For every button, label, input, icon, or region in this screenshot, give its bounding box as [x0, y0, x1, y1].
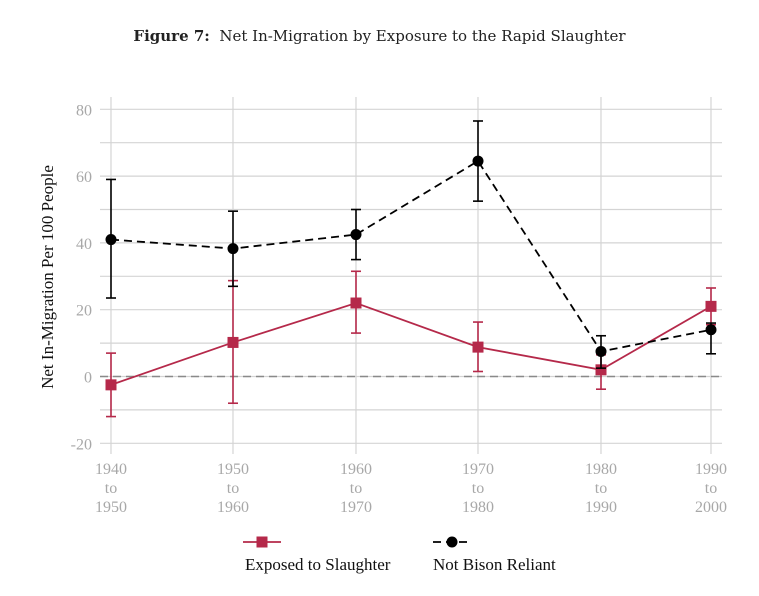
- series-line: [110, 159, 712, 353]
- y-tick-label: 20: [76, 303, 92, 320]
- legend-item: Exposed to Slaughter: [243, 536, 391, 574]
- data-point-square: [595, 364, 607, 376]
- legend-label: Exposed to Slaughter: [245, 555, 391, 574]
- x-tick-label: 1950 to 1960: [217, 461, 249, 516]
- x-tick-label-line: to: [350, 480, 362, 497]
- x-tick-label-line: to: [105, 480, 117, 497]
- data-point-square: [350, 297, 362, 309]
- x-tick-label-line: 1970: [462, 461, 494, 478]
- figure-title: Figure 7: Net In-Migration by Exposure t…: [0, 27, 759, 45]
- grid: [100, 97, 722, 454]
- legend: Exposed to Slaughter Not Bison Reliant: [243, 536, 556, 574]
- x-tick-label: 1960 to 1970: [340, 461, 372, 516]
- legend-item: Not Bison Reliant: [433, 536, 556, 574]
- y-tick-label: 0: [84, 370, 92, 387]
- data-point-circle: [227, 243, 239, 255]
- data-point-circle: [350, 229, 362, 241]
- x-tick-label-line: 1970: [340, 499, 372, 516]
- x-tick-label-line: to: [227, 480, 239, 497]
- x-tick-label-line: 1980: [585, 461, 617, 478]
- x-tick-label-line: to: [472, 480, 484, 497]
- x-tick-label-line: 1990: [695, 461, 727, 478]
- legend-key-square: [256, 536, 268, 548]
- y-tick-label: 80: [76, 102, 92, 119]
- figure-caption: Net In-Migration by Exposure to the Rapi…: [219, 27, 626, 45]
- series-line: [110, 302, 712, 386]
- x-tick-label-line: to: [595, 480, 607, 497]
- x-tick-label-line: 1980: [462, 499, 494, 516]
- x-tick-label-line: 1990: [585, 499, 617, 516]
- data-point-square: [472, 341, 484, 353]
- data-point-circle: [105, 234, 117, 246]
- x-tick-label: 1940 to 1950: [95, 461, 127, 516]
- data-point-square: [227, 336, 239, 348]
- y-tick-label: 60: [76, 169, 92, 186]
- series-exposed-to-slaughter: [105, 270, 717, 418]
- x-tick-label-line: 1950: [217, 461, 249, 478]
- x-tick-label-line: 1940: [95, 461, 127, 478]
- y-tick-label: -20: [71, 436, 92, 453]
- data-point-circle: [705, 324, 717, 336]
- figure-label: Figure 7:: [133, 27, 210, 45]
- data-point-square: [105, 379, 117, 391]
- x-tick-label: 1990 to 2000: [695, 461, 727, 516]
- x-tick-label-line: 1960: [217, 499, 249, 516]
- x-tick-label-line: 1950: [95, 499, 127, 516]
- y-axis-label: Net In-Migration Per 100 People: [38, 165, 57, 389]
- series-layer: [105, 120, 717, 418]
- series-not-bison-reliant: [105, 120, 717, 369]
- data-point-square: [705, 300, 717, 312]
- x-tick-label-line: to: [705, 480, 717, 497]
- x-tick-label-line: 2000: [695, 499, 727, 516]
- x-tick-label-line: 1960: [340, 461, 372, 478]
- data-point-circle: [472, 155, 484, 167]
- x-tick-label: 1980 to 1990: [585, 461, 617, 516]
- legend-label: Not Bison Reliant: [433, 555, 556, 574]
- y-tick-label: 40: [76, 236, 92, 253]
- x-tick-label: 1970 to 1980: [462, 461, 494, 516]
- data-point-circle: [595, 345, 607, 357]
- y-axis-ticks: -20 0 20 40 60 80: [71, 102, 92, 453]
- legend-key-circle: [446, 536, 458, 548]
